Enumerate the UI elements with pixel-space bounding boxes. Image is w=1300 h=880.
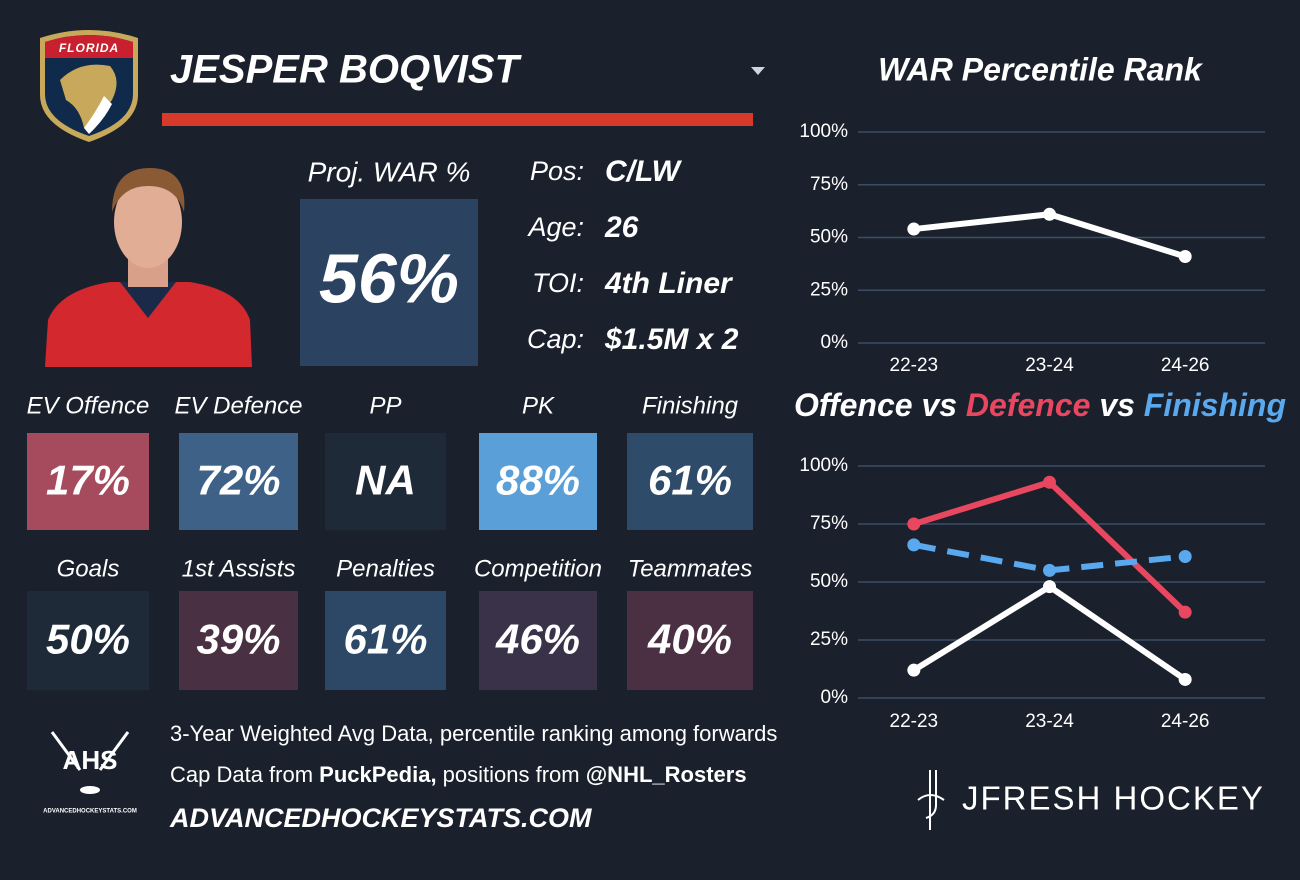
data-point bbox=[1043, 475, 1056, 489]
footer-credits: Cap Data from PuckPedia, positions from … bbox=[170, 762, 747, 787]
info-label: Pos: bbox=[530, 156, 584, 186]
data-point bbox=[1178, 605, 1192, 619]
tile-value: 50% bbox=[46, 616, 130, 663]
tile-label: Competition bbox=[474, 555, 602, 582]
legend-entry: Finishing bbox=[1144, 387, 1286, 423]
tile-value: 61% bbox=[343, 616, 427, 663]
jfresh-icon bbox=[917, 770, 945, 830]
info-value: $1.5M x 2 bbox=[604, 323, 739, 356]
y-tick-label: 25% bbox=[810, 629, 848, 650]
y-tick-label: 0% bbox=[821, 332, 849, 353]
ahs-logo-site: ADVANCEDHOCKEYSTATS.COM bbox=[43, 809, 137, 815]
tile-label: Penalties bbox=[336, 555, 435, 582]
x-tick-label: 23-24 bbox=[1025, 711, 1074, 732]
title-separator: vs bbox=[1099, 387, 1135, 423]
info-value: 4th Liner bbox=[604, 267, 734, 300]
war-box bbox=[300, 199, 478, 366]
tile bbox=[325, 433, 446, 530]
chart-title: WAR Percentile Rank bbox=[878, 51, 1204, 87]
info-label: TOI: bbox=[532, 268, 584, 298]
title-separator bbox=[913, 387, 922, 423]
x-tick-label: 23-24 bbox=[1025, 355, 1074, 376]
tile-value: NA bbox=[355, 457, 416, 504]
tile-label: EV Defence bbox=[174, 392, 302, 419]
war-value: 56% bbox=[319, 239, 459, 317]
tile bbox=[27, 433, 149, 530]
tile-value: 72% bbox=[196, 457, 280, 504]
tile-label: PP bbox=[369, 392, 401, 419]
tile-value: 46% bbox=[495, 616, 580, 663]
title-separator bbox=[1135, 387, 1144, 423]
tile bbox=[627, 433, 753, 530]
y-tick-label: 100% bbox=[799, 455, 848, 476]
tile bbox=[179, 591, 298, 690]
info-value: 26 bbox=[604, 211, 639, 244]
info-label: Age: bbox=[526, 212, 584, 242]
legend-entry: Defence bbox=[966, 387, 1091, 423]
data-point bbox=[1043, 207, 1056, 221]
tile-label: EV Offence bbox=[27, 392, 150, 419]
tile-value: 40% bbox=[647, 616, 732, 663]
war-label: Proj. WAR % bbox=[308, 156, 471, 187]
team-logo bbox=[40, 30, 138, 142]
footer-note: 3-Year Weighted Avg Data, percentile ran… bbox=[170, 721, 777, 746]
player-photo bbox=[45, 168, 252, 367]
legend-entry: Offence bbox=[794, 387, 913, 423]
x-tick-label: 24-26 bbox=[1161, 711, 1210, 732]
x-tick-label: 22-23 bbox=[890, 711, 939, 732]
tile bbox=[27, 591, 149, 690]
y-tick-label: 75% bbox=[810, 174, 848, 195]
y-tick-label: 50% bbox=[810, 571, 848, 592]
footer-site[interactable]: ADVANCEDHOCKEYSTATS.COM bbox=[169, 803, 592, 833]
y-tick-label: 75% bbox=[810, 513, 848, 534]
name-underline bbox=[162, 113, 753, 126]
data-point bbox=[1178, 672, 1192, 686]
tile-label: PK bbox=[522, 392, 555, 419]
tile bbox=[627, 591, 753, 690]
data-point bbox=[907, 222, 921, 236]
tile-value: 39% bbox=[196, 616, 280, 663]
tile-label: 1st Assists bbox=[182, 555, 296, 582]
data-point bbox=[1043, 580, 1056, 594]
y-tick-label: 100% bbox=[799, 121, 848, 142]
info-value: C/LW bbox=[605, 155, 683, 188]
data-point bbox=[907, 663, 921, 677]
tile-label: Goals bbox=[57, 555, 120, 582]
data-point bbox=[1178, 549, 1192, 563]
tile-value: 88% bbox=[496, 457, 580, 504]
title-separator: vs bbox=[921, 387, 957, 423]
title-separator bbox=[957, 387, 966, 423]
tile bbox=[479, 433, 597, 530]
data-point bbox=[907, 538, 921, 552]
player-name: JESPER BOQVIST bbox=[170, 48, 523, 92]
tile bbox=[479, 591, 597, 690]
y-tick-label: 50% bbox=[810, 227, 848, 248]
team-name: FLORIDA bbox=[59, 41, 119, 55]
data-point bbox=[1043, 563, 1056, 577]
chart-title: Offence vs Defence vs Finishing bbox=[794, 387, 1286, 423]
data-point bbox=[907, 517, 921, 531]
y-tick-label: 0% bbox=[821, 687, 849, 708]
data-point bbox=[1178, 249, 1192, 263]
credit-part: Cap Data from bbox=[170, 762, 319, 787]
credit-part: PuckPedia, bbox=[319, 762, 436, 787]
credit-part: positions from bbox=[437, 762, 586, 787]
tile-label: Teammates bbox=[628, 555, 753, 582]
tile bbox=[325, 591, 446, 690]
credit-part: @NHL_Rosters bbox=[586, 762, 747, 787]
x-tick-label: 24-26 bbox=[1161, 355, 1210, 376]
tile bbox=[179, 433, 298, 530]
dropdown-arrow[interactable] bbox=[751, 67, 765, 75]
ahs-logo bbox=[50, 731, 130, 794]
tile-value: 61% bbox=[648, 457, 732, 504]
tile-value: 17% bbox=[46, 457, 130, 504]
info-label: Cap: bbox=[527, 324, 584, 354]
x-tick-label: 22-23 bbox=[890, 355, 939, 376]
y-tick-label: 25% bbox=[810, 279, 848, 300]
title-separator bbox=[1090, 387, 1099, 423]
tile-label: Finishing bbox=[642, 392, 739, 419]
ahs-logo-text: AHS bbox=[63, 745, 118, 775]
brand: JFRESH HOCKEY bbox=[962, 780, 1265, 817]
